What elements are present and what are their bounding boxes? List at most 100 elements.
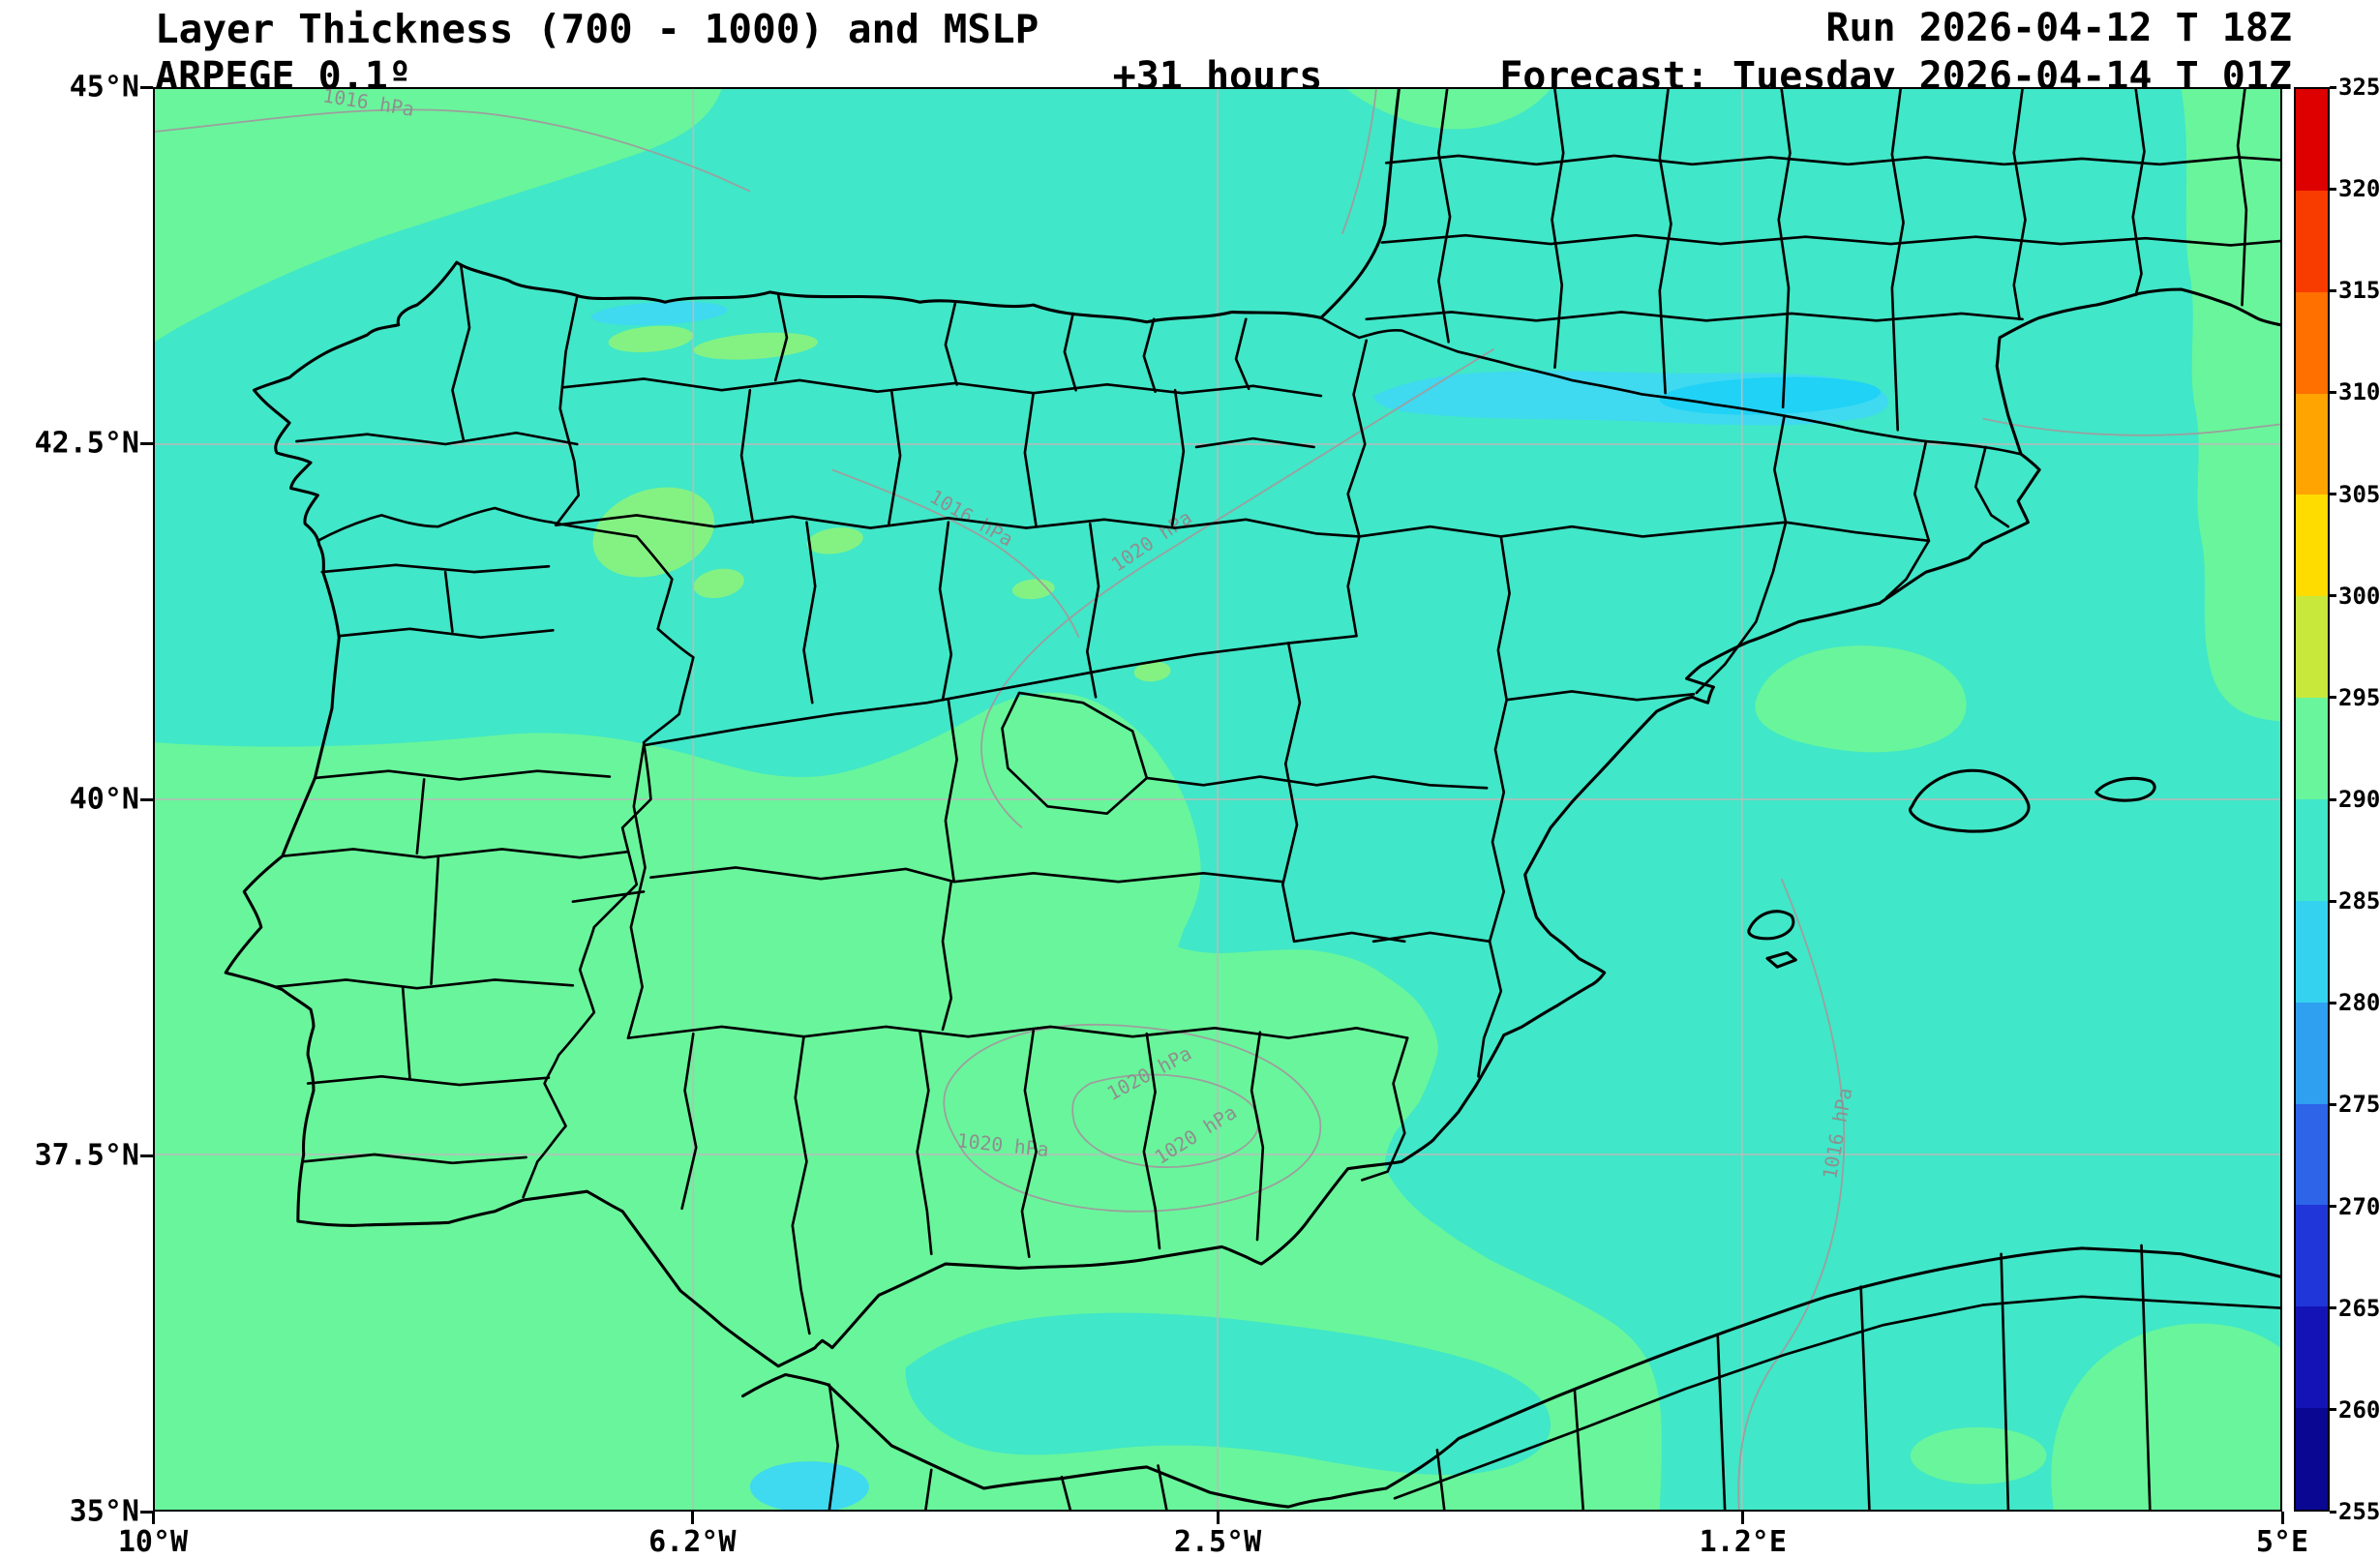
boundary-line bbox=[1365, 311, 2024, 322]
boundary-line bbox=[2131, 89, 2146, 297]
boundary-line bbox=[1384, 154, 2280, 166]
isobar bbox=[943, 1024, 1322, 1213]
field-region bbox=[806, 527, 863, 555]
boundary-line bbox=[1695, 414, 1788, 695]
field-region bbox=[1133, 661, 1171, 682]
boundary-line bbox=[306, 1074, 551, 1087]
isobar bbox=[1071, 1073, 1260, 1169]
boundary-line bbox=[320, 563, 551, 574]
field-region bbox=[155, 692, 1662, 1510]
boundary-line bbox=[1170, 388, 1186, 526]
colorbar-tick-label: 305 bbox=[2338, 480, 2380, 508]
colorbar-segment bbox=[2296, 1205, 2328, 1307]
lat-tick-mark bbox=[140, 1154, 153, 1157]
field-region bbox=[592, 487, 715, 578]
lon-tick-mark bbox=[151, 1512, 155, 1524]
colorbar-tick-mark bbox=[2330, 797, 2336, 801]
boundary-line bbox=[1573, 1389, 1585, 1510]
boundary-line bbox=[791, 1034, 811, 1335]
boundary-line bbox=[1250, 1031, 1265, 1242]
lon-tick-mark bbox=[1741, 1512, 1745, 1524]
isobar bbox=[1341, 89, 1377, 235]
lat-tick-mark bbox=[140, 797, 153, 801]
colorbar-tick-label: 275 bbox=[2338, 1091, 2380, 1119]
boundary-line bbox=[1023, 391, 1038, 528]
boundary-line bbox=[888, 390, 902, 525]
isobar bbox=[1737, 878, 1846, 1510]
island-ibiza bbox=[1747, 910, 1795, 941]
boundary-line bbox=[626, 1025, 1409, 1039]
chart-title: Layer Thickness (700 - 1000) and MSLP bbox=[155, 6, 1039, 52]
colorbar-tick-label: 285 bbox=[2338, 887, 2380, 915]
colorbar bbox=[2294, 87, 2330, 1512]
lat-tick-mark bbox=[140, 85, 153, 89]
boundary-line bbox=[944, 300, 958, 386]
colorbar-tick-label: 325 bbox=[2338, 74, 2380, 101]
colorbar-tick-label: 265 bbox=[2338, 1294, 2380, 1322]
colorbar-segment bbox=[2296, 1408, 2328, 1511]
lat-tick-mark bbox=[140, 1510, 153, 1514]
coastlines-and-borders bbox=[224, 89, 2280, 1510]
lon-tick-label: 6.2°W bbox=[648, 1525, 737, 1559]
boundary-line bbox=[554, 514, 1361, 538]
boundary-line bbox=[649, 866, 956, 884]
colorbar-tick-label: 310 bbox=[2338, 378, 2380, 406]
boundary-line bbox=[2012, 89, 2027, 321]
boundary-line bbox=[451, 263, 471, 443]
colorbar-tick-label: 280 bbox=[2338, 989, 2380, 1017]
colorbar-segment bbox=[2296, 1103, 2328, 1206]
boundary-line bbox=[430, 855, 440, 986]
boundary-line bbox=[274, 978, 575, 990]
colorbar-tick-label: 315 bbox=[2338, 277, 2380, 305]
colorbar-tick-label: 320 bbox=[2338, 175, 2380, 203]
boundary-line bbox=[802, 521, 817, 705]
boundary-line bbox=[1859, 1285, 1871, 1510]
boundary-line bbox=[1063, 312, 1077, 392]
colorbar-tick-label: 255 bbox=[2338, 1498, 2380, 1525]
boundary-line bbox=[1973, 445, 2010, 528]
island-menorca bbox=[2094, 776, 2156, 802]
lat-tick-label: 35°N bbox=[69, 1494, 139, 1529]
colorbar-segment bbox=[2296, 495, 2328, 597]
field-region bbox=[155, 89, 722, 343]
boundary-line bbox=[626, 743, 647, 1039]
boundary-line bbox=[1358, 521, 1788, 538]
boundary-line bbox=[938, 521, 953, 702]
colorbar-tick-mark bbox=[2330, 1205, 2336, 1209]
boundary-line bbox=[1145, 775, 1489, 790]
boundary-line bbox=[1194, 436, 1315, 449]
boundary-line bbox=[773, 293, 789, 382]
boundary-line bbox=[554, 295, 581, 526]
boundary-line bbox=[1505, 690, 1696, 702]
boundary-line bbox=[1371, 931, 1491, 944]
boundary-line bbox=[295, 431, 579, 446]
lon-tick-mark bbox=[1216, 1512, 1220, 1524]
map-plot-area: 1016 hPa 1020 hPa 1016 hPa 1020 hPa 1020 hPa… bbox=[153, 87, 2282, 1512]
boundary-line bbox=[828, 1383, 839, 1510]
boundary-line bbox=[680, 1032, 698, 1211]
boundary-line bbox=[1658, 89, 1672, 395]
lon-tick-mark bbox=[2280, 1512, 2284, 1524]
lon-tick-mark bbox=[690, 1512, 694, 1524]
colorbar-segment bbox=[2296, 393, 2328, 495]
colorbar-segment bbox=[2296, 799, 2328, 901]
boundary-line bbox=[916, 1031, 933, 1256]
field-region bbox=[1910, 1426, 2047, 1484]
isobar-contours bbox=[155, 89, 2280, 1510]
boundary-line bbox=[1890, 89, 1905, 432]
boundary-line bbox=[1234, 317, 1250, 391]
boundary-line bbox=[1437, 89, 1452, 344]
field-region bbox=[608, 325, 694, 353]
boundary-line bbox=[1777, 89, 1792, 409]
colorbar-tick-mark bbox=[2330, 1001, 2336, 1004]
colorbar-tick-mark bbox=[2330, 288, 2336, 292]
boundary-line bbox=[941, 880, 953, 1032]
boundary-line bbox=[1142, 1032, 1161, 1250]
boundary-line bbox=[1784, 521, 1931, 543]
colorbar-tick-mark bbox=[2330, 493, 2336, 496]
colorbar-tick-mark bbox=[2330, 696, 2336, 700]
field-region bbox=[693, 568, 744, 599]
colorbar-tick-mark bbox=[2330, 390, 2336, 394]
